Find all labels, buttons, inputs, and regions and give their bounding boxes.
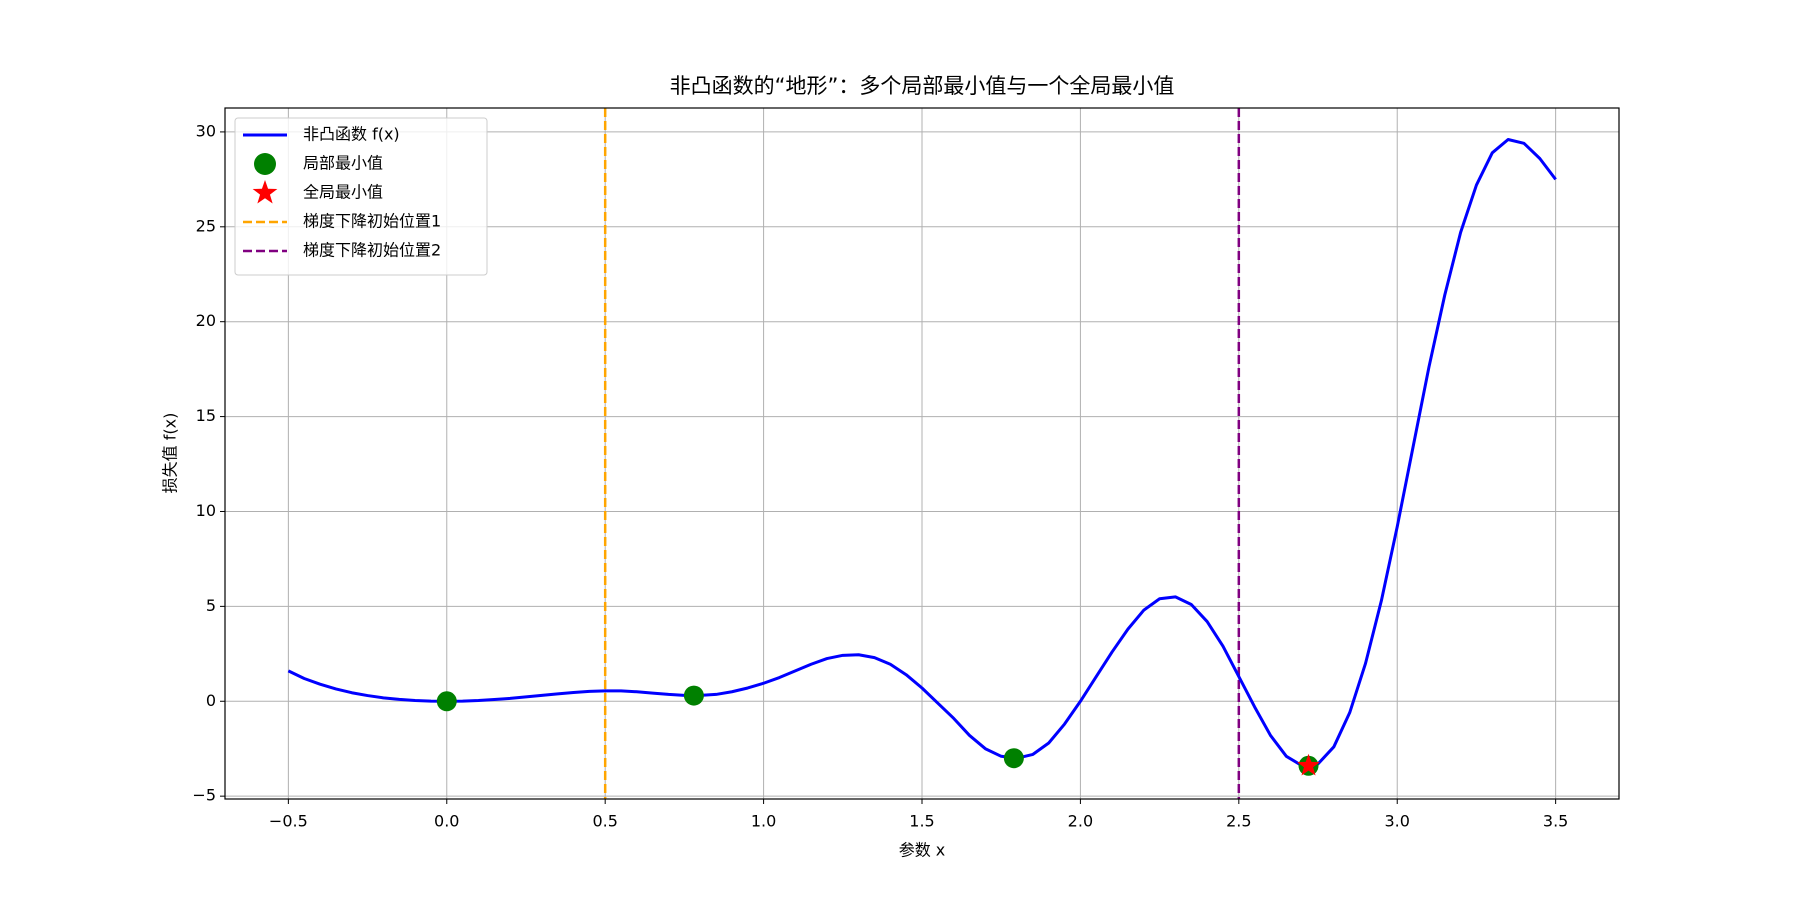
- y-tick-label: 15: [196, 406, 216, 425]
- legend-handle: [252, 180, 278, 204]
- point: [1003, 748, 1024, 769]
- y-tick-label: 5: [206, 596, 216, 615]
- x-tick-label: 2.0: [1068, 812, 1093, 831]
- y-tick-label: −5: [192, 786, 216, 805]
- legend-label: 局部最小值: [303, 154, 383, 173]
- legend-label: 梯度下降初始位置2: [303, 241, 441, 260]
- x-tick-label: 0.5: [592, 812, 617, 831]
- legend-handle: [254, 153, 276, 175]
- y-tick-label: 25: [196, 216, 216, 235]
- point: [683, 685, 704, 706]
- grid: [225, 108, 1619, 799]
- y-tick-label: 20: [196, 311, 216, 330]
- y-tick-label: 30: [196, 121, 216, 140]
- legend-label: 梯度下降初始位置1: [303, 212, 441, 231]
- y-axis-label: 损失值 f(x): [161, 413, 180, 494]
- y-tick-label: 10: [196, 501, 216, 520]
- x-tick-label: 0.0: [434, 812, 459, 831]
- x-tick-label: 3.5: [1543, 812, 1568, 831]
- x-axis-label: 参数 x: [899, 841, 946, 860]
- chart-title: 非凸函数的“地形”：多个局部最小值与一个全局最小值: [670, 74, 1175, 98]
- curve: [287, 138, 1557, 768]
- star-point: [1297, 753, 1320, 776]
- x-tick-label: −0.5: [269, 812, 308, 831]
- legend-label: 全局最小值: [303, 183, 383, 202]
- plot-frame: [224, 107, 1620, 800]
- legend-label: 非凸函数 f(x): [303, 125, 400, 144]
- x-tick-label: 3.0: [1385, 812, 1410, 831]
- x-tick-label: 2.5: [1226, 812, 1251, 831]
- x-tick-label: 1.0: [751, 812, 776, 831]
- legend-box: [234, 117, 488, 276]
- point: [436, 691, 457, 712]
- y-tick-label: 0: [206, 691, 216, 710]
- x-tick-label: 1.5: [909, 812, 934, 831]
